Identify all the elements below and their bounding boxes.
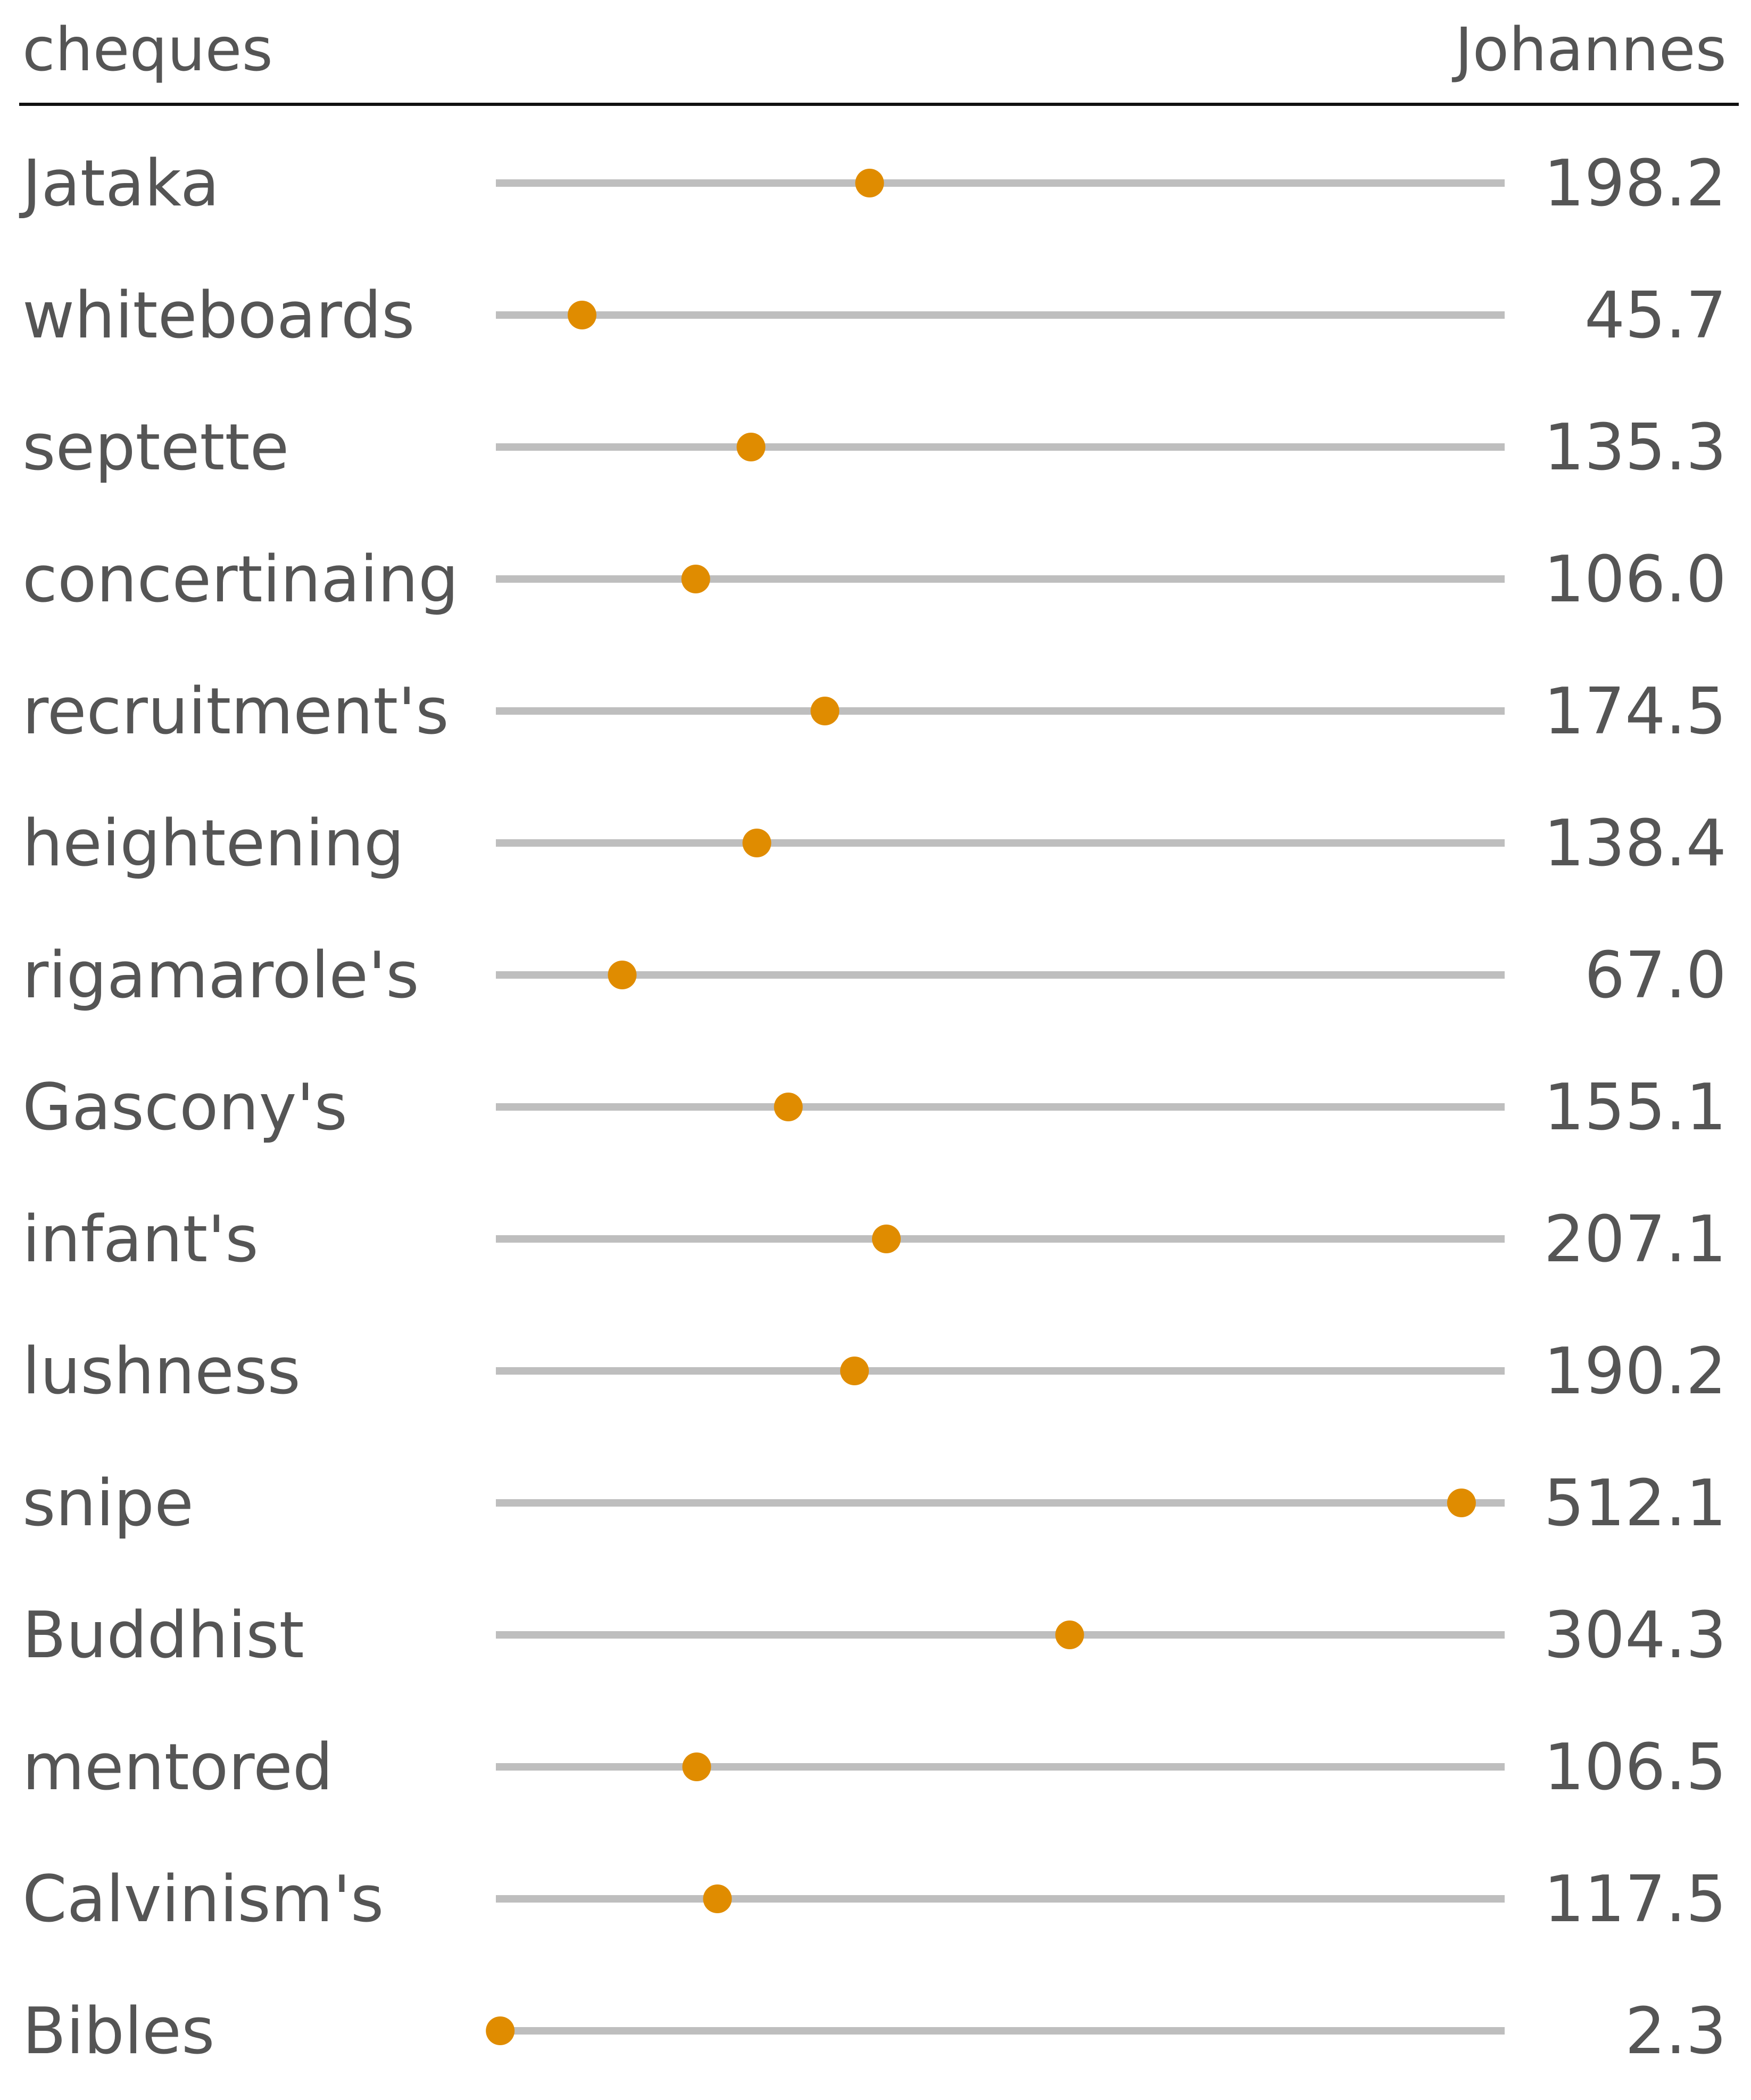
data-point [1055,1621,1084,1649]
category-label: lushness [22,1335,301,1409]
data-point [703,1884,732,1913]
data-point [486,2016,515,2045]
value-label: 106.5 [1543,1731,1727,1805]
value-label: 190.2 [1543,1335,1727,1409]
value-label: 512.1 [1543,1467,1727,1541]
data-point [774,1093,803,1121]
category-label: snipe [22,1467,194,1541]
value-label: 2.3 [1625,1995,1727,2069]
category-label: concertinaing [22,543,459,617]
value-label: 67.0 [1584,939,1727,1013]
category-label: recruitment's [22,675,449,749]
data-point [810,697,840,725]
category-label: heightening [22,807,404,881]
category-label: Jataka [19,147,219,221]
category-label: infant's [22,1203,259,1277]
value-label: 135.3 [1543,411,1727,485]
category-label: Calvinism's [22,1863,384,1937]
value-label: 207.1 [1543,1203,1727,1277]
value-label: 117.5 [1543,1863,1727,1937]
value-label: 304.3 [1543,1599,1727,1673]
data-point [855,169,884,197]
category-label: Buddhist [22,1599,304,1673]
category-label: whiteboards [22,279,414,353]
data-point [872,1225,901,1253]
category-label: Gascony's [22,1071,347,1145]
data-point [608,961,637,989]
header-right: Johannes [1452,15,1727,85]
value-label: 155.1 [1543,1071,1727,1145]
data-point [682,1752,711,1781]
data-point [840,1357,869,1385]
category-label: Bibles [22,1995,215,2069]
category-label: rigamarole's [22,939,419,1013]
category-label: septette [22,411,289,485]
rows: Jataka 198.2 whiteboards 45.7 septette 135.3 c… [19,147,1727,2069]
value-label: 138.4 [1543,807,1727,881]
value-label: 106.0 [1543,543,1727,617]
data-point [742,829,771,857]
data-point [736,433,766,461]
category-label: mentored [22,1731,333,1805]
value-label: 198.2 [1543,147,1727,221]
header-left: cheques [22,15,273,85]
data-point [567,301,596,329]
value-label: 174.5 [1543,675,1727,749]
data-point [1447,1489,1476,1517]
data-point [681,565,710,593]
value-label: 45.7 [1584,279,1727,353]
